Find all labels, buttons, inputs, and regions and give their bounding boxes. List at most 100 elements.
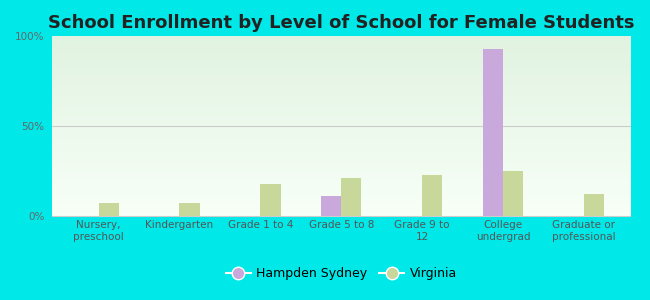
Bar bbox=[52, 162, 630, 163]
Bar bbox=[52, 133, 630, 134]
Bar bbox=[52, 159, 630, 160]
Bar bbox=[52, 62, 630, 63]
Bar bbox=[52, 65, 630, 66]
Bar bbox=[52, 77, 630, 78]
Bar bbox=[52, 76, 630, 77]
Bar bbox=[52, 99, 630, 100]
Bar bbox=[52, 171, 630, 172]
Bar bbox=[52, 74, 630, 75]
Bar bbox=[52, 48, 630, 49]
Bar bbox=[52, 139, 630, 140]
Bar bbox=[52, 119, 630, 120]
Bar bbox=[52, 176, 630, 177]
Bar bbox=[584, 194, 605, 216]
Bar bbox=[52, 87, 630, 88]
Bar bbox=[321, 196, 341, 216]
Bar bbox=[52, 45, 630, 46]
Bar bbox=[52, 98, 630, 99]
Bar bbox=[52, 101, 630, 102]
Bar bbox=[52, 170, 630, 171]
Bar bbox=[52, 192, 630, 193]
Bar bbox=[261, 184, 281, 216]
Bar bbox=[52, 126, 630, 127]
Bar bbox=[52, 148, 630, 149]
Bar bbox=[503, 171, 523, 216]
Bar bbox=[52, 125, 630, 126]
Bar bbox=[52, 161, 630, 162]
Bar bbox=[52, 53, 630, 54]
Bar bbox=[52, 158, 630, 159]
Bar bbox=[52, 97, 630, 98]
Bar bbox=[52, 109, 630, 110]
Bar bbox=[52, 199, 630, 200]
Bar bbox=[52, 204, 630, 205]
Bar bbox=[52, 51, 630, 52]
Bar bbox=[52, 88, 630, 89]
Bar bbox=[52, 70, 630, 71]
Bar bbox=[341, 178, 361, 216]
Bar bbox=[52, 68, 630, 69]
Bar bbox=[52, 130, 630, 131]
Bar bbox=[52, 40, 630, 41]
Bar bbox=[52, 63, 630, 64]
Bar bbox=[52, 202, 630, 203]
Bar bbox=[52, 124, 630, 125]
Bar bbox=[52, 198, 630, 199]
Bar bbox=[52, 177, 630, 178]
Bar bbox=[52, 37, 630, 38]
Bar bbox=[52, 167, 630, 168]
Bar bbox=[52, 209, 630, 210]
Bar bbox=[52, 134, 630, 135]
Bar bbox=[52, 42, 630, 43]
Bar bbox=[52, 61, 630, 62]
Bar bbox=[52, 49, 630, 50]
Bar bbox=[52, 206, 630, 207]
Bar bbox=[52, 118, 630, 119]
Bar bbox=[52, 152, 630, 153]
Bar bbox=[52, 187, 630, 188]
Bar bbox=[52, 141, 630, 142]
Bar bbox=[52, 214, 630, 215]
Bar bbox=[52, 82, 630, 83]
Bar bbox=[483, 49, 503, 216]
Bar bbox=[52, 184, 630, 185]
Bar bbox=[52, 143, 630, 144]
Bar bbox=[52, 157, 630, 158]
Bar bbox=[52, 56, 630, 57]
Bar bbox=[52, 57, 630, 58]
Bar bbox=[52, 196, 630, 197]
Bar bbox=[52, 210, 630, 211]
Bar bbox=[52, 129, 630, 130]
Bar bbox=[52, 191, 630, 192]
Bar bbox=[52, 122, 630, 123]
Bar bbox=[52, 72, 630, 73]
Title: School Enrollment by Level of School for Female Students: School Enrollment by Level of School for… bbox=[48, 14, 634, 32]
Bar bbox=[52, 208, 630, 209]
Bar bbox=[52, 115, 630, 116]
Bar bbox=[52, 153, 630, 154]
Bar bbox=[52, 212, 630, 213]
Bar bbox=[52, 112, 630, 113]
Bar bbox=[52, 175, 630, 176]
Bar bbox=[52, 202, 630, 203]
Bar bbox=[52, 150, 630, 151]
Bar bbox=[52, 85, 630, 86]
Bar bbox=[52, 136, 630, 137]
Bar bbox=[52, 200, 630, 201]
Bar bbox=[52, 93, 630, 94]
Bar bbox=[52, 41, 630, 42]
Bar bbox=[52, 81, 630, 82]
Bar bbox=[52, 179, 630, 180]
Bar bbox=[52, 183, 630, 184]
Bar bbox=[52, 95, 630, 96]
Bar bbox=[52, 96, 630, 97]
Bar bbox=[52, 102, 630, 103]
Bar bbox=[52, 173, 630, 174]
Bar bbox=[52, 142, 630, 143]
Bar bbox=[52, 85, 630, 86]
Bar bbox=[52, 164, 630, 165]
Bar bbox=[52, 180, 630, 181]
Bar bbox=[52, 207, 630, 208]
Bar bbox=[99, 203, 119, 216]
Bar bbox=[52, 84, 630, 85]
